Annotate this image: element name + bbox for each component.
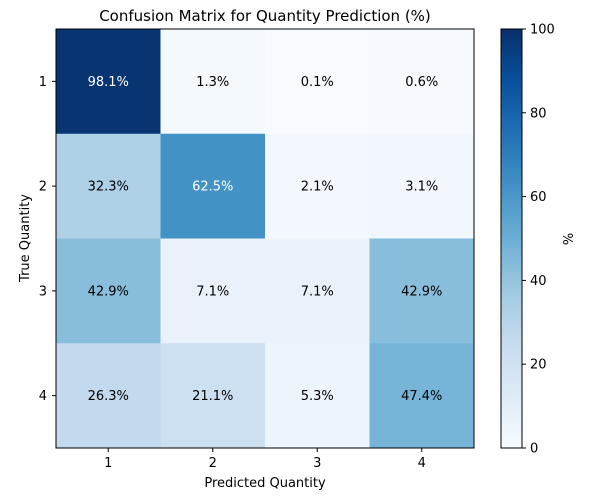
x-axis-label: Predicted Quantity [204,476,326,491]
heatmap-cell [265,29,370,135]
heatmap-cell [56,29,161,135]
colorbar-label: % [562,233,577,245]
y-tick-label: 2 [39,180,47,195]
heatmap-cell [56,238,161,344]
heatmap-cell [56,133,161,239]
x-tick-label: 4 [418,456,426,471]
cell-value-label: 2.1% [301,180,334,195]
heatmap-cell [160,238,266,344]
cell-value-label: 21.1% [192,389,233,404]
heatmap-cells: 98.1% 1.3% 0.1% 0.6% 32.3% 62.5% 2.1% 3.1% 42.9%… [56,29,475,449]
heatmap-cell [160,133,266,239]
heatmap-cell [369,238,475,344]
y-tick-label: 1 [39,75,47,90]
colorbar-tick-label: 80 [530,106,547,121]
cell-value-label: 47.4% [401,389,442,404]
cell-value-label: 1.3% [196,75,229,90]
heatmap-cell [369,29,475,135]
cell-value-label: 7.1% [196,284,229,299]
chart-title: Confusion Matrix for Quantity Prediction… [99,7,431,25]
cell-value-label: 32.3% [88,180,129,195]
heatmap-cell [56,343,161,449]
cell-value-label: 42.9% [401,284,442,299]
cell-value-label: 26.3% [88,389,129,404]
y-tick-label: 4 [39,389,47,404]
heatmap-cell [160,29,266,135]
colorbar-ticks: 0 20 40 60 80 100 [522,23,555,457]
heatmap-cell [265,133,370,239]
cell-value-label: 98.1% [88,75,129,90]
cell-value-label: 0.1% [301,75,334,90]
x-axis-ticks: 1 2 3 4 [104,448,426,471]
heatmap-cell [369,343,475,449]
x-tick-label: 1 [104,456,112,471]
colorbar-tick-label: 40 [530,274,547,289]
cell-value-label: 7.1% [301,284,334,299]
cell-value-label: 3.1% [405,180,438,195]
cell-value-label: 42.9% [88,284,129,299]
heatmap-cell [265,238,370,344]
heatmap-frame [55,28,475,449]
y-tick-label: 3 [39,284,47,299]
heatmap-cell [265,343,370,449]
colorbar-tick-label: 20 [530,358,547,373]
y-axis-ticks: 1 2 3 4 [39,75,56,404]
colorbar-tick-label: 100 [530,23,555,38]
x-tick-label: 3 [313,456,321,471]
cell-value-label: 62.5% [192,180,233,195]
colorbar-tick-label: 0 [530,442,538,457]
heatmap-cell [160,343,266,449]
y-axis-label: True Quantity [18,194,33,283]
colorbar [500,28,523,449]
colorbar-tick-label: 60 [530,190,547,205]
x-tick-label: 2 [209,456,217,471]
cell-value-label: 0.6% [405,75,438,90]
cell-value-label: 5.3% [301,389,334,404]
heatmap-cell [369,133,475,239]
